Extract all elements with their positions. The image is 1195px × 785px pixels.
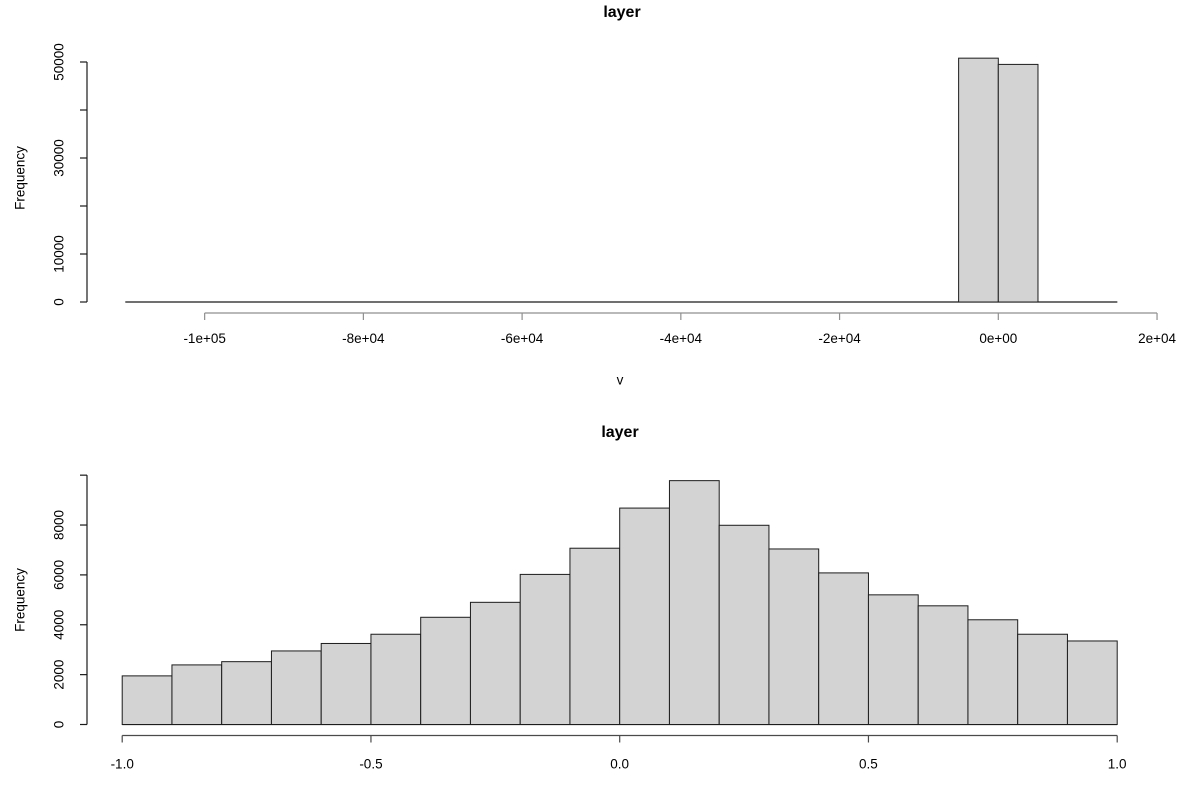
histogram-bar [967,619,1019,725]
histogram-bar [718,524,770,725]
histogram-bar [818,572,869,725]
top-chart-title: layer [603,4,641,21]
bottom-chart-ylabel: Frequency [12,568,28,632]
y-tick-label: 8000 [52,510,67,540]
bottom-chart-title: layer [601,424,639,441]
histogram-bar [171,664,223,725]
x-tick-label: 2e+04 [1138,331,1176,346]
histogram-bar [370,633,422,725]
histogram-bar [1017,633,1068,725]
histogram-bar [469,601,521,726]
top-chart-ylabel: Frequency [12,146,28,210]
histogram-bar [867,594,919,725]
y-tick-label: 30000 [52,139,67,177]
x-tick-label: -1.0 [111,757,134,772]
y-tick-label: 0 [52,721,67,729]
histogram-bar [519,573,571,725]
x-tick-label: -1e+05 [183,331,225,346]
y-tick-label: 6000 [52,560,67,590]
y-tick-label: 10000 [52,235,67,273]
histogram-bar [420,616,471,725]
histogram-bar [917,605,969,725]
y-tick-label: 4000 [52,610,67,640]
x-tick-label: 1.0 [1108,757,1127,772]
y-tick-label: 0 [52,298,67,306]
histogram-bar [958,57,999,303]
histogram-bar [121,675,173,725]
histogram-bar [997,63,1039,303]
x-tick-label: 0e+00 [979,331,1017,346]
histogram-bar [768,548,820,726]
histogram-bar [1066,640,1118,725]
x-tick-label: 0.5 [859,757,878,772]
x-tick-label: -0.5 [359,757,382,772]
histogram-bar [221,661,272,726]
x-tick-label: -4e+04 [660,331,703,346]
x-tick-label: -8e+04 [342,331,385,346]
histogram-bar [569,547,621,725]
x-tick-label: 0.0 [610,757,629,772]
histogram-bar [320,642,372,726]
histogram-bar [270,650,322,725]
histogram-bar [668,480,720,725]
top-chart-xlabel: v [616,372,624,388]
y-tick-label: 50000 [52,43,67,81]
y-tick-label: 2000 [52,660,67,690]
x-tick-label: -6e+04 [501,331,544,346]
histogram-bar [619,507,670,725]
x-tick-label: -2e+04 [818,331,861,346]
